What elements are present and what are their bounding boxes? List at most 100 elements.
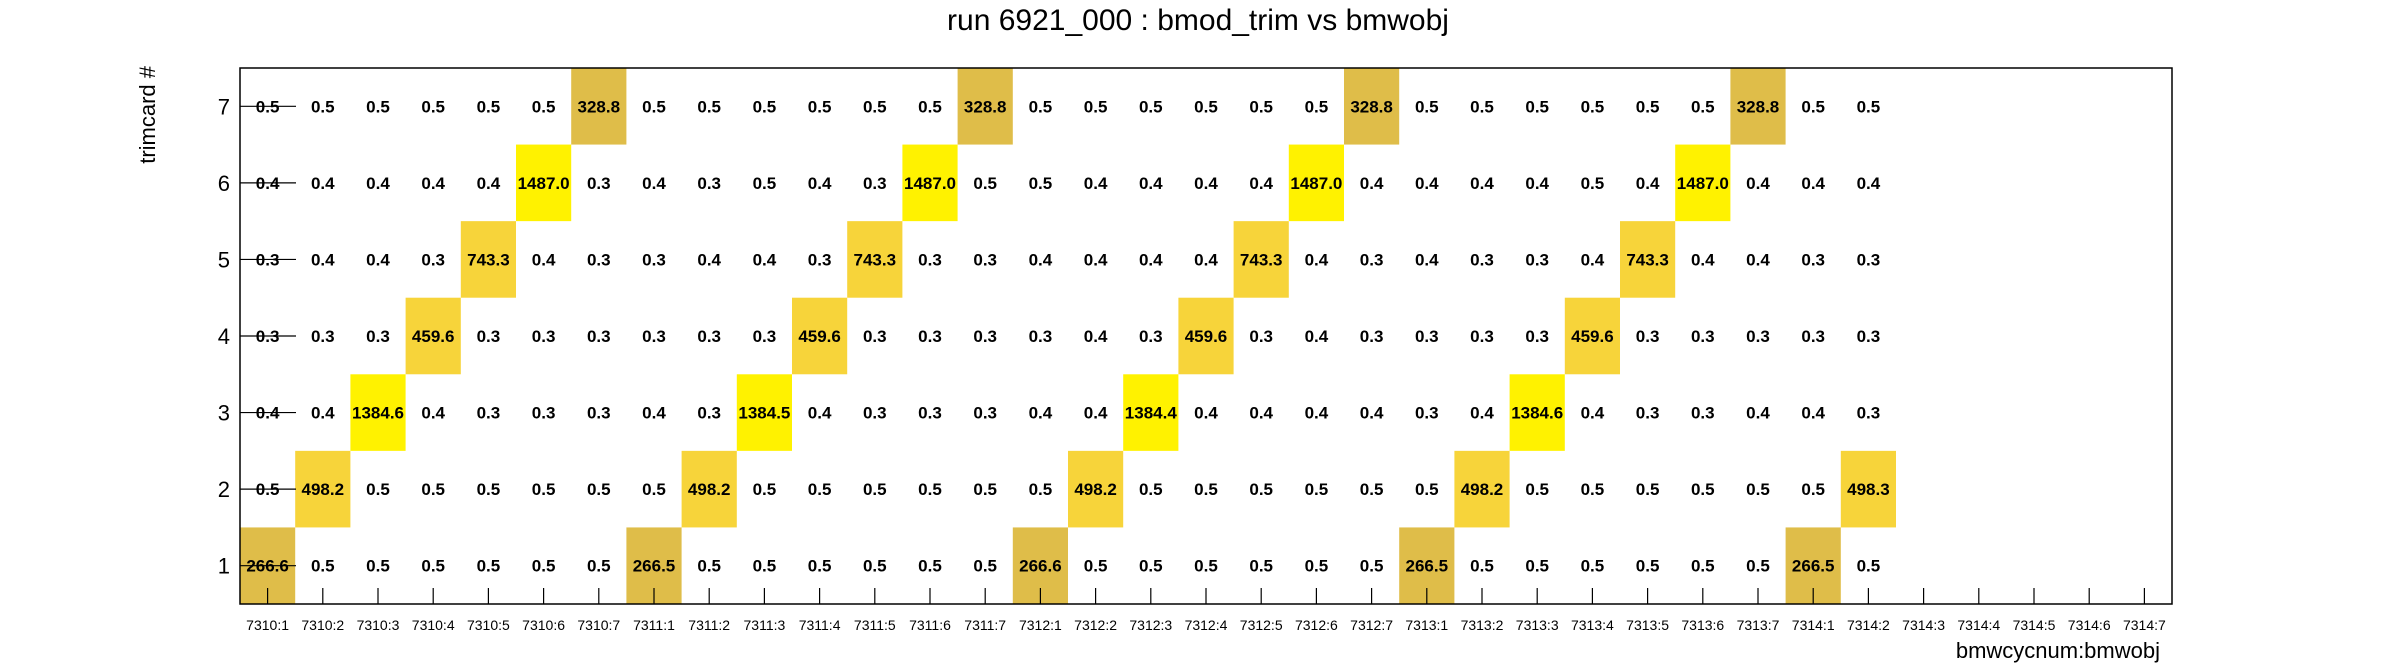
cell-value-label: 0.3	[587, 250, 611, 269]
cell-value-label: 0.3	[1139, 327, 1163, 346]
cell-value-label: 0.3	[1360, 327, 1384, 346]
cell-value-label: 0.3	[918, 327, 942, 346]
cell-value-label: 0.4	[753, 250, 777, 269]
cell-value-label: 0.4	[1084, 404, 1108, 423]
cell-value-label: 0.3	[1857, 327, 1881, 346]
cell-value-label: 0.4	[477, 174, 501, 193]
cell-value-label: 0.3	[1746, 327, 1770, 346]
x-tick-label: 7311:5	[854, 617, 896, 633]
x-tick-label: 7312:2	[1074, 617, 1117, 633]
cell-value-label: 0.3	[697, 404, 721, 423]
cell-value-label: 0.5	[532, 557, 556, 576]
cell-value-label: 1384.5	[738, 404, 790, 423]
y-tick-label: 5	[218, 247, 230, 272]
cell-value-label: 0.4	[1470, 404, 1494, 423]
y-tick-label: 4	[218, 324, 230, 349]
cell-value-label: 0.4	[421, 174, 445, 193]
cell-value-label: 0.5	[1029, 480, 1053, 499]
cell-value-label: 0.5	[808, 557, 832, 576]
heatmap-cell	[295, 450, 351, 528]
x-axis-title: bmwcycnum:bmwobj	[1956, 638, 2160, 663]
cell-value-label: 0.3	[532, 327, 556, 346]
cell-value-label: 459.6	[1571, 327, 1614, 346]
cell-value-label: 0.3	[587, 327, 611, 346]
cell-value-label: 743.3	[1626, 250, 1669, 269]
cell-value-label: 0.5	[1691, 97, 1715, 116]
cell-value-label: 0.5	[366, 480, 390, 499]
cell-value-label: 0.5	[366, 97, 390, 116]
cell-value-label: 0.5	[808, 480, 832, 499]
cell-value-label: 0.5	[1249, 480, 1273, 499]
x-tick-label: 7312:1	[1019, 617, 1062, 633]
cell-value-label: 0.5	[1194, 557, 1218, 576]
cell-value-label: 0.4	[1139, 250, 1163, 269]
x-tick-label: 7310:7	[577, 617, 620, 633]
heatmap-cell	[571, 68, 627, 145]
x-tick-label: 7313:3	[1516, 617, 1559, 633]
cell-value-label: 1487.0	[518, 174, 570, 193]
x-tick-label: 7313:1	[1405, 617, 1448, 633]
cell-value-label: 0.5	[1360, 557, 1384, 576]
cell-value-label: 0.4	[1360, 404, 1384, 423]
cell-value-label: 0.5	[1084, 557, 1108, 576]
cell-value-label: 0.4	[1139, 174, 1163, 193]
cell-value-label: 0.5	[1581, 557, 1605, 576]
cell-value-label: 266.6	[1019, 557, 1062, 576]
cell-value-label: 0.5	[1194, 97, 1218, 116]
cell-value-label: 0.4	[1305, 250, 1329, 269]
x-tick-label: 7310:6	[522, 617, 565, 633]
cell-value-label: 0.3	[1415, 404, 1439, 423]
heatmap-cell	[681, 450, 737, 528]
cell-value-label: 0.4	[1084, 250, 1108, 269]
heatmap-cell	[1288, 144, 1344, 222]
x-tick-label: 7310:3	[357, 617, 400, 633]
cell-value-label: 0.5	[918, 97, 942, 116]
cell-value-label: 0.3	[1360, 250, 1384, 269]
cell-value-label: 0.4	[642, 174, 666, 193]
cell-value-label: 0.5	[808, 97, 832, 116]
cell-value-label: 0.4	[1305, 327, 1329, 346]
cell-value-label: 0.4	[1581, 250, 1605, 269]
cell-value-label: 743.3	[854, 250, 897, 269]
cell-value-label: 0.5	[587, 480, 611, 499]
heatmap-cell	[847, 221, 903, 298]
heatmap-cell	[736, 374, 792, 451]
heatmap-cell	[405, 297, 461, 375]
cell-value-label: 0.5	[1746, 557, 1770, 576]
x-tick-label: 7313:7	[1737, 617, 1780, 633]
cell-value-label: 0.5	[1581, 97, 1605, 116]
cell-value-label: 0.3	[863, 174, 887, 193]
cell-value-label: 0.5	[1525, 480, 1549, 499]
cell-value-label: 0.4	[1194, 250, 1218, 269]
heatmap-cell	[460, 221, 516, 298]
cell-value-label: 0.5	[1194, 480, 1218, 499]
cell-value-label: 498.3	[1847, 480, 1890, 499]
heatmap-cell	[1123, 374, 1179, 451]
heatmap-cell	[1178, 297, 1234, 375]
cell-value-label: 743.3	[1240, 250, 1283, 269]
x-tick-label: 7314:6	[2068, 617, 2111, 633]
cell-value-label: 0.3	[918, 404, 942, 423]
cell-value-label: 0.4	[1084, 327, 1108, 346]
x-tick-label: 7312:3	[1129, 617, 1172, 633]
cell-value-label: 0.4	[1194, 404, 1218, 423]
cell-value-label: 0.3	[918, 250, 942, 269]
cell-value-label: 0.4	[1415, 250, 1439, 269]
cell-value-label: 0.3	[477, 327, 501, 346]
y-tick-label: 6	[218, 171, 230, 196]
cell-value-label: 0.4	[1194, 174, 1218, 193]
x-tick-label: 7312:7	[1350, 617, 1393, 633]
x-tick-label: 7310:5	[467, 617, 510, 633]
cell-value-label: 0.4	[311, 404, 335, 423]
cell-value-label: 0.5	[973, 480, 997, 499]
cell-value-label: 266.5	[633, 557, 676, 576]
x-tick-label: 7314:3	[1902, 617, 1945, 633]
x-tick-label: 7314:5	[2013, 617, 2056, 633]
cell-value-label: 0.3	[1249, 327, 1273, 346]
cell-value-label: 0.5	[1801, 480, 1825, 499]
cell-value-label: 0.5	[587, 557, 611, 576]
cell-value-label: 0.4	[697, 250, 721, 269]
cell-value-label: 0.3	[863, 327, 887, 346]
cell-value-label: 0.3	[421, 250, 445, 269]
